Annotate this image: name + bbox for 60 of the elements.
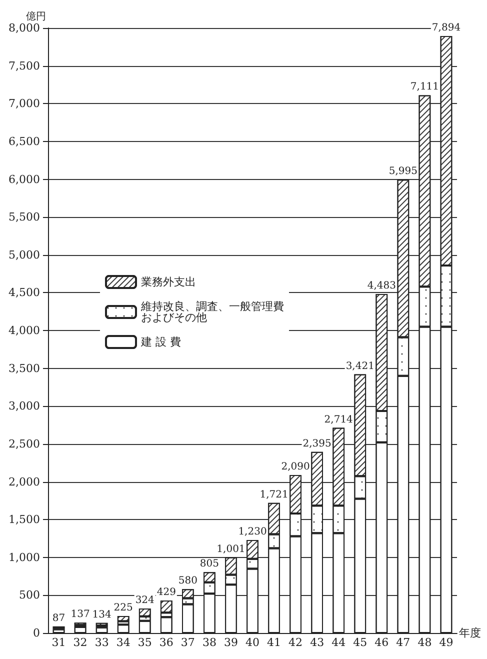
x-tick-label: 48 [418,636,432,649]
total-label: 3,421 [346,360,374,372]
y-tick-label: 6,500 [8,134,40,148]
y-tick-label: 3,000 [8,400,40,413]
total-label: 805 [200,558,219,570]
total-label: 580 [178,576,198,587]
x-tick-label: 46 [374,636,389,649]
x-tick-label: 36 [159,636,174,649]
total-label: 1,230 [238,526,267,538]
total-label: 2,714 [324,414,353,426]
x-tick-label: 37 [180,636,195,649]
y-tick-label: 5,500 [8,210,40,224]
y-tick-label: 2,500 [8,437,40,450]
total-label: 2,395 [302,438,332,450]
total-label: 225 [114,602,133,614]
y-tick-label: 3,500 [8,362,40,375]
y-tick-label: 4,500 [8,286,40,300]
legend-label: 建 設 費 [140,336,181,348]
y-tick-label: 4,000 [8,324,40,337]
x-tick-label: 42 [288,636,303,649]
x-tick-label: 32 [73,636,88,649]
y-tick-label: 1,000 [8,550,40,564]
x-tick-label: 39 [224,636,238,649]
total-label: 5,995 [388,166,418,178]
total-label: 2,090 [281,461,310,472]
x-tick-label: 49 [439,636,454,649]
x-tick-label: 44 [332,636,346,649]
x-tick-label: 38 [202,636,216,649]
total-label: 137 [70,609,90,620]
y-tick-label: 500 [19,588,40,602]
total-label: 324 [135,594,154,606]
total-label: 1,001 [216,544,246,555]
total-label: 1,721 [260,489,288,500]
total-label: 134 [92,609,112,620]
legend-label: 業務外支出 [141,276,196,288]
y-tick-label: 6,000 [8,172,40,186]
y-axis-title: 億円 [26,10,46,22]
x-axis-title: 年度 [459,626,482,640]
y-tick-label: 7,500 [8,59,40,72]
total-label: 87 [52,612,66,624]
x-tick-label: 31 [52,636,66,649]
x-tick-label: 41 [267,636,282,649]
legend-label: 維持改良、調査、一般管理費およびその他 [140,300,284,324]
total-label: 7,111 [410,82,440,93]
x-tick-label: 33 [94,636,109,649]
total-label: 4,483 [367,280,396,292]
x-tick-label: 47 [396,636,410,649]
y-tick-label: 8,000 [8,22,40,34]
x-tick-label: 35 [138,636,152,649]
y-tick-label: 2,000 [8,475,40,488]
x-tick-label: 45 [353,636,368,649]
total-label: 429 [156,587,176,598]
y-tick-label: 0 [33,626,40,640]
x-tick-label: 40 [246,636,260,649]
x-tick-label: 43 [310,636,324,649]
y-tick-label: 1,500 [8,513,40,526]
y-tick-label: 7,000 [8,97,40,110]
total-label: 7,894 [432,22,461,34]
y-tick-label: 5,000 [8,248,40,262]
x-tick-label: 34 [116,636,130,649]
